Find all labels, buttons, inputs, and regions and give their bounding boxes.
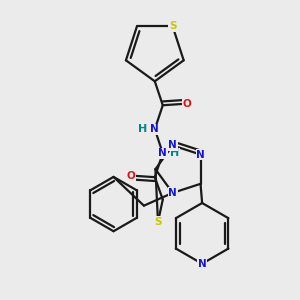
Text: H: H xyxy=(170,148,180,158)
Text: H: H xyxy=(138,124,147,134)
Text: S: S xyxy=(154,217,162,227)
Text: N: N xyxy=(196,149,205,160)
Text: N: N xyxy=(198,259,206,269)
Text: O: O xyxy=(126,171,135,181)
Text: N: N xyxy=(158,148,167,158)
Text: O: O xyxy=(182,99,191,109)
Text: S: S xyxy=(169,21,176,32)
Text: N: N xyxy=(168,140,177,151)
Text: N: N xyxy=(150,124,159,134)
Text: N: N xyxy=(168,188,177,198)
